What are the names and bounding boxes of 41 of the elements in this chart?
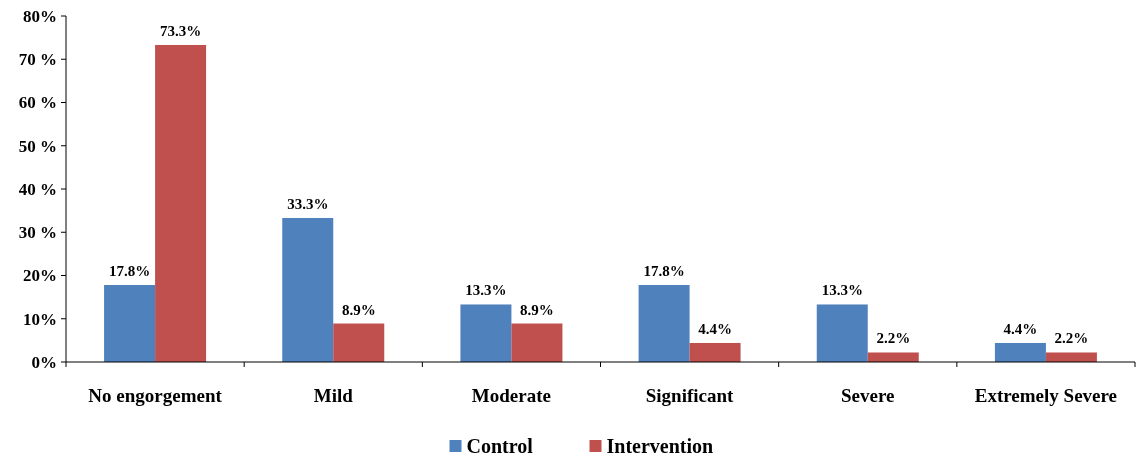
y-tick-label: 0%	[31, 352, 57, 372]
legend-label: Intervention	[606, 435, 714, 457]
data-label: 4.4%	[698, 320, 732, 337]
x-tick-label: Moderate	[471, 385, 551, 406]
y-tick-label: 80%	[23, 6, 57, 26]
data-label: 8.9%	[520, 301, 554, 318]
x-tick-label: Significant	[645, 385, 735, 406]
legend-label: Control	[466, 435, 534, 457]
x-tick-label: Extremely Severe	[974, 385, 1118, 406]
data-label: 17.8%	[108, 263, 151, 280]
data-label: 33.3%	[287, 195, 329, 212]
y-tick-label: 20%	[23, 266, 57, 286]
x-tick-label: Severe	[841, 385, 895, 406]
data-label: 4.4%	[1003, 320, 1038, 337]
x-tick-label: Mild	[313, 385, 354, 406]
data-label: 2.2%	[1054, 330, 1089, 347]
data-label: 13.3%	[465, 282, 507, 299]
bar	[104, 285, 156, 362]
y-tick-label: 40 %	[18, 179, 57, 199]
bar	[816, 304, 868, 362]
bar	[1045, 352, 1097, 362]
bar	[689, 342, 741, 362]
y-tick-label: 60 %	[18, 93, 57, 113]
data-label: 13.3%	[821, 282, 863, 299]
bar	[460, 304, 512, 362]
y-tick-label: 70 %	[18, 50, 57, 70]
bar	[994, 342, 1046, 362]
y-tick-label: 50 %	[18, 136, 57, 156]
data-label: 17.8%	[643, 263, 685, 280]
y-tick-label: 30 %	[18, 223, 57, 243]
bar	[282, 217, 334, 362]
y-tick-label: 10%	[23, 309, 57, 329]
bar	[511, 323, 563, 362]
x-tick-label: No engorgement	[88, 385, 223, 406]
bar	[155, 44, 207, 362]
bar	[867, 352, 919, 362]
data-label: 73.3%	[159, 22, 202, 39]
data-label: 2.2%	[876, 330, 911, 347]
data-label: 8.9%	[341, 301, 376, 318]
bar	[333, 323, 385, 362]
bar	[638, 285, 690, 362]
